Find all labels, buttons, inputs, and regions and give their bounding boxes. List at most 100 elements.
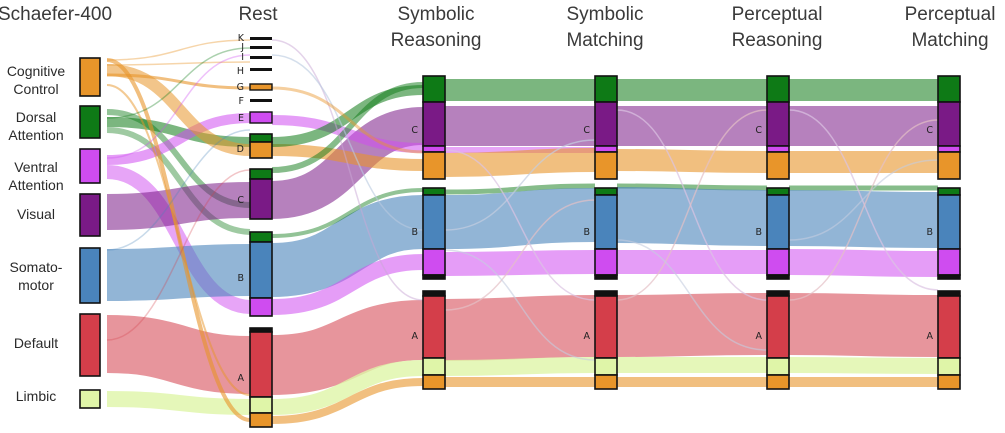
perceptual-matching-module-c-magenta <box>937 145 961 153</box>
symbolic-matching-module-c-green <box>594 75 618 103</box>
symbolic-matching-module-a-limbic <box>594 357 618 376</box>
rest-label-e: E <box>238 113 244 124</box>
perceptual-reasoning-label-c: C <box>755 125 762 136</box>
symbolic-reasoning-module-c-magenta <box>422 145 446 153</box>
rest-module-a-orange <box>249 412 273 428</box>
symbolic-reasoning-module-b-green <box>422 187 446 196</box>
perceptual-reasoning-module-c-magenta <box>766 145 790 153</box>
rest-module-d-green <box>249 133 273 143</box>
symbolic-reasoning-module-a-red <box>422 295 446 359</box>
node-limbic <box>79 389 101 409</box>
symbolic-matching-label-a: A <box>584 331 591 342</box>
node-cognitive-control <box>79 57 101 97</box>
perceptual-reasoning-module-b-blue <box>766 194 790 250</box>
rest-label-g: G <box>237 82 244 93</box>
network-label-dorsal-attention-line1: Dorsal <box>16 109 56 125</box>
network-label-somatomotor-line2: motor <box>18 277 54 293</box>
column-title-perceptual-matching-line2: Matching <box>911 30 988 51</box>
flow-bands <box>106 39 939 424</box>
symbolic-reasoning-module-b-base <box>422 274 446 280</box>
rest-module-b-green <box>249 231 273 243</box>
symbolic-reasoning-label-b: B <box>411 227 418 238</box>
node-default <box>79 313 101 377</box>
perceptual-reasoning-module-a-orange <box>766 374 790 390</box>
rest-module-h-bar <box>250 68 272 71</box>
schaefer-nodes <box>79 57 101 409</box>
symbolic-reasoning-label-a: A <box>412 331 419 342</box>
symbolic-matching-module-b-green <box>594 187 618 196</box>
symbolic-matching-module-a-red <box>594 295 618 359</box>
rest-column: K J I H G F E D C B A <box>237 33 273 428</box>
symbolic-reasoning-module-a-limbic <box>422 357 446 376</box>
rest-label-d: D <box>237 144 244 155</box>
symbolic-matching-module-b-blue <box>594 194 618 250</box>
symbolic-reasoning-module-b-blue <box>422 194 446 250</box>
network-label-ventral-attention-line1: Ventral <box>14 159 58 175</box>
perceptual-matching-module-c-green <box>937 75 961 103</box>
column-symbolic-matching: C B A <box>583 75 618 390</box>
perceptual-matching-label-a: A <box>927 331 934 342</box>
perceptual-reasoning-module-c-orange <box>766 151 790 180</box>
rest-label-a: A <box>238 373 245 384</box>
symbolic-matching-module-c-magenta <box>594 145 618 153</box>
node-ventral-attention <box>79 148 101 184</box>
rest-label-b: B <box>237 273 244 284</box>
network-labels: Cognitive Control Dorsal Attention Ventr… <box>7 63 66 404</box>
perceptual-matching-label-c: C <box>926 125 933 136</box>
rest-module-b-blue <box>249 241 273 299</box>
column-title-perceptual-matching-line1: Perceptual <box>905 4 996 25</box>
column-symbolic-reasoning: C B A <box>411 75 446 390</box>
column-title-symbolic-matching-line1: Symbolic <box>566 4 643 25</box>
perceptual-matching-label-b: B <box>926 227 933 238</box>
node-somatomotor <box>79 247 101 304</box>
network-label-limbic: Limbic <box>16 388 56 404</box>
perceptual-matching-module-c-orange <box>937 151 961 180</box>
perceptual-reasoning-module-c-green <box>766 75 790 103</box>
rest-label-f: F <box>239 96 244 107</box>
perceptual-reasoning-label-a: A <box>756 331 763 342</box>
network-label-cognitive-control-line1: Cognitive <box>7 63 66 79</box>
column-title-symbolic-matching-line2: Matching <box>566 30 643 51</box>
perceptual-matching-module-a-orange <box>937 374 961 390</box>
rest-label-j: J <box>240 42 244 53</box>
column-perceptual-matching: C B A <box>926 75 961 390</box>
rest-label-h: H <box>237 66 244 77</box>
perceptual-reasoning-module-a-limbic <box>766 357 790 376</box>
rest-module-k-bar <box>250 37 272 40</box>
perceptual-reasoning-module-b-base <box>766 274 790 280</box>
symbolic-matching-module-c-orange <box>594 151 618 180</box>
rest-module-j-bar <box>250 46 272 49</box>
symbolic-matching-label-b: B <box>583 227 590 238</box>
symbolic-reasoning-module-b-magenta <box>422 248 446 276</box>
column-title-perceptual-reasoning-line2: Reasoning <box>732 30 823 51</box>
network-label-default: Default <box>14 335 58 351</box>
perceptual-matching-module-c-purple <box>937 101 961 147</box>
perceptual-matching-module-b-blue <box>937 194 961 250</box>
rest-module-f-bar <box>250 99 272 102</box>
perceptual-matching-module-a-red <box>937 295 961 359</box>
network-label-ventral-attention-line2: Attention <box>8 177 63 193</box>
network-label-visual: Visual <box>17 206 55 222</box>
column-title-schaefer-400: Schaefer-400 <box>0 4 112 25</box>
rest-module-d-orange <box>249 141 273 159</box>
rest-module-b-magenta <box>249 297 273 317</box>
network-label-cognitive-control-line2: Control <box>13 81 58 97</box>
rest-label-i: I <box>241 52 244 63</box>
task-columns: C B A C B A C B A C B A <box>411 75 961 390</box>
rest-module-a-limbic <box>249 396 273 414</box>
rest-label-k: K <box>238 33 245 44</box>
symbolic-matching-label-c: C <box>583 125 590 136</box>
symbolic-reasoning-module-c-purple <box>422 101 446 147</box>
column-title-symbolic-reasoning-line2: Reasoning <box>391 30 482 51</box>
perceptual-reasoning-label-b: B <box>755 227 762 238</box>
symbolic-matching-module-a-orange <box>594 374 618 390</box>
perceptual-matching-module-b-green <box>937 187 961 196</box>
perceptual-reasoning-module-c-purple <box>766 101 790 147</box>
rest-label-c: C <box>237 195 244 206</box>
perceptual-reasoning-module-b-magenta <box>766 248 790 276</box>
rest-module-g-bar <box>249 83 273 91</box>
column-title-symbolic-reasoning-line1: Symbolic <box>397 4 474 25</box>
column-title-perceptual-reasoning-line1: Perceptual <box>732 4 823 25</box>
